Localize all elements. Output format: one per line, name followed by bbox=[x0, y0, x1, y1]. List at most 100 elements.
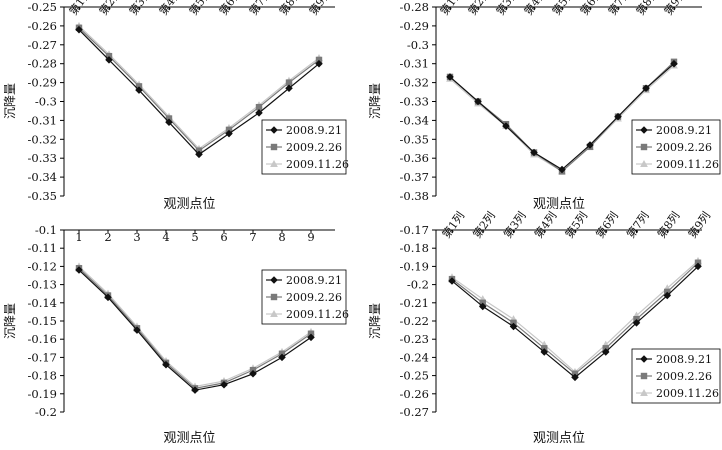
x-axis-label: 观测点位 bbox=[163, 197, 215, 212]
y-tick-label: -0.12 bbox=[28, 259, 58, 273]
data-point bbox=[315, 59, 323, 68]
legend-marker bbox=[640, 143, 648, 151]
y-tick-label: -0.19 bbox=[28, 387, 58, 401]
chart-panel-4: -0.17 -0.18 -0.19 -0.2 -0.21 -0.22 -0.23 -0.24 -… bbox=[368, 209, 721, 446]
legend: 2008.9.21 2009.2.26 2009.11.26 bbox=[631, 119, 721, 175]
legend-marker bbox=[640, 159, 648, 167]
y-axis-label: 沉降量 bbox=[3, 303, 17, 339]
x-tick-label: 1 bbox=[75, 230, 82, 244]
chart-panel-3: -0.1 -0.11 -0.12 -0.13 -0.14 -0.15 -0.16 -0.17 -… bbox=[3, 223, 349, 446]
legend-entry: 2008.9.21 bbox=[656, 124, 712, 137]
y-tick-label: -0.1 bbox=[35, 223, 57, 237]
y-tick-label: -0.25 bbox=[28, 0, 58, 14]
x-tick-label: 5 bbox=[191, 230, 198, 244]
y-tick-label: -0.19 bbox=[400, 259, 430, 273]
data-point bbox=[105, 56, 113, 64]
x-tick-label: 第2列 bbox=[465, 0, 493, 18]
data-point bbox=[586, 141, 594, 149]
data-point bbox=[558, 165, 566, 174]
x-tick-label: 第2列 bbox=[470, 209, 498, 241]
data-point bbox=[509, 322, 518, 331]
x-tick-label: 第9列 bbox=[306, 0, 334, 18]
x-tick-label: 第8列 bbox=[276, 0, 304, 18]
data-point bbox=[278, 353, 286, 362]
data-point bbox=[446, 73, 454, 81]
legend: 2008.9.21 2009.2.26 2009.11.26 bbox=[261, 119, 349, 175]
legend-marker bbox=[270, 293, 278, 301]
y-tick-label: -0.32 bbox=[28, 132, 58, 146]
x-tick-label: 第3列 bbox=[500, 209, 528, 241]
legend-marker bbox=[640, 355, 648, 363]
data-point bbox=[530, 148, 538, 157]
legend-marker bbox=[270, 276, 278, 284]
legend-marker bbox=[640, 126, 648, 134]
y-tick-label: -0.37 bbox=[400, 170, 430, 184]
legend-entry: 2008.9.21 bbox=[286, 274, 342, 287]
x-tick-label: 第1列 bbox=[66, 0, 94, 18]
x-tick-label: 第8列 bbox=[654, 209, 682, 241]
y-tick-label: -0.36 bbox=[400, 151, 430, 165]
x-axis-label: 观测点位 bbox=[533, 431, 585, 446]
x-tick-label: 第1列 bbox=[437, 0, 465, 18]
data-point bbox=[694, 262, 702, 271]
data-point bbox=[225, 129, 233, 138]
y-tick-label: -0.13 bbox=[28, 278, 58, 292]
y-tick-label: -0.26 bbox=[400, 387, 430, 401]
legend-entry: 2008.9.21 bbox=[656, 353, 712, 366]
legend-entry: 2009.2.26 bbox=[286, 291, 342, 304]
y-axis-label: 沉降量 bbox=[368, 303, 382, 339]
legend-marker bbox=[270, 159, 278, 167]
legend-marker bbox=[640, 372, 648, 380]
y-tick-label: -0.34 bbox=[400, 113, 430, 127]
legend-entry: 2009.11.26 bbox=[656, 387, 719, 400]
x-tick-label: 第5列 bbox=[549, 0, 577, 18]
data-point bbox=[249, 370, 257, 378]
y-tick-label: -0.35 bbox=[28, 189, 58, 203]
data-point bbox=[255, 109, 263, 117]
y-tick-label: -0.31 bbox=[28, 113, 58, 127]
y-tick-label: -0.27 bbox=[400, 405, 430, 419]
data-point bbox=[474, 97, 482, 106]
data-point bbox=[478, 302, 487, 311]
data-point bbox=[195, 150, 203, 159]
x-axis-label: 观测点位 bbox=[533, 197, 585, 212]
data-point bbox=[307, 333, 315, 342]
y-tick-label: -0.26 bbox=[28, 19, 58, 33]
y-tick-label: -0.31 bbox=[400, 57, 430, 71]
y-tick-label: -0.11 bbox=[28, 241, 58, 255]
legend-marker bbox=[270, 309, 278, 317]
y-tick-label: -0.14 bbox=[28, 296, 58, 310]
x-axis-label: 观测点位 bbox=[163, 431, 215, 446]
y-tick-label: -0.29 bbox=[400, 19, 430, 33]
y-tick-label: -0.17 bbox=[400, 223, 430, 237]
data-point bbox=[448, 277, 456, 285]
y-tick-label: -0.2 bbox=[407, 278, 429, 292]
x-tick-label: 第4列 bbox=[156, 0, 184, 18]
legend-entry: 2009.2.26 bbox=[656, 141, 712, 154]
legend-entry: 2009.11.26 bbox=[286, 308, 349, 321]
x-tick-label: 第6列 bbox=[216, 0, 244, 18]
data-point bbox=[540, 348, 549, 356]
y-tick-label: -0.38 bbox=[400, 189, 430, 203]
x-tick-label: 第9列 bbox=[685, 209, 713, 241]
data-point bbox=[642, 84, 650, 93]
data-point bbox=[165, 118, 173, 127]
y-tick-label: -0.24 bbox=[400, 350, 430, 364]
data-point bbox=[133, 326, 141, 334]
y-tick-label: -0.29 bbox=[28, 76, 58, 90]
y-tick-label: -0.27 bbox=[28, 38, 58, 52]
x-tick-label: 9 bbox=[307, 230, 314, 244]
legend-marker bbox=[270, 143, 278, 151]
legend-entry: 2009.11.26 bbox=[656, 158, 719, 171]
legend-entry: 2009.11.26 bbox=[286, 158, 349, 171]
data-point bbox=[191, 386, 199, 394]
data-point bbox=[502, 122, 510, 130]
y-tick-label: -0.15 bbox=[28, 314, 58, 328]
data-point bbox=[220, 380, 228, 389]
chart-panel-2: -0.28 -0.29 -0.3 -0.31 -0.32 -0.33 -0.34 -0.35 -… bbox=[368, 0, 721, 212]
y-tick-label: -0.28 bbox=[28, 57, 58, 71]
y-tick-label: -0.17 bbox=[28, 350, 58, 364]
x-tick-label: 第4列 bbox=[531, 209, 559, 241]
y-tick-label: -0.21 bbox=[400, 296, 430, 310]
data-point bbox=[670, 59, 678, 68]
